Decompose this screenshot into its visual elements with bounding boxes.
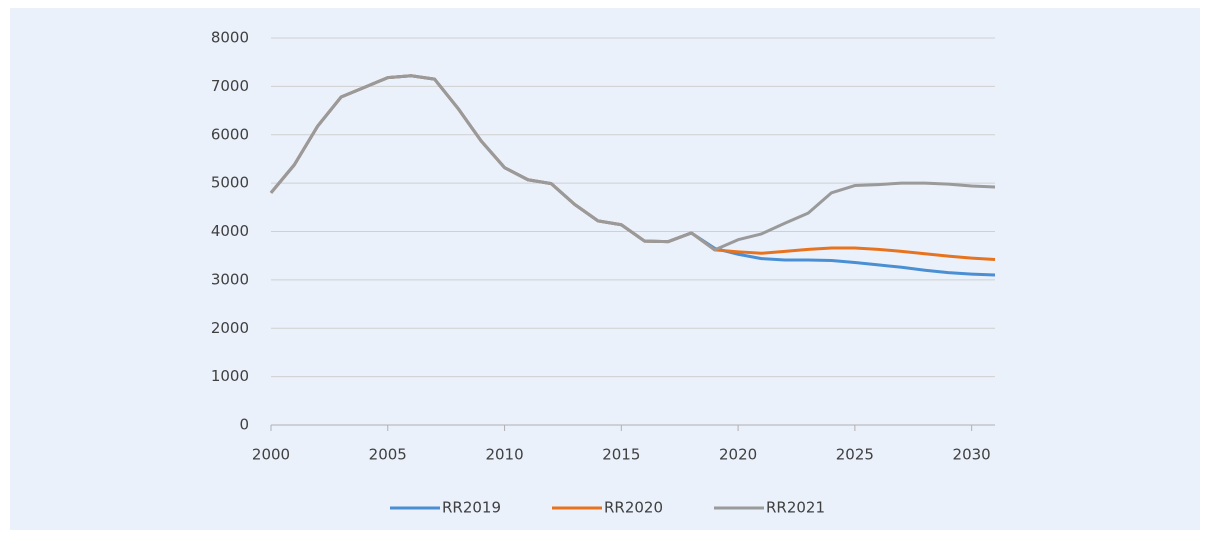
x-tick-label: 2005 bbox=[369, 446, 407, 464]
y-tick-label: 8000 bbox=[211, 29, 249, 47]
y-tick-label: 3000 bbox=[211, 270, 249, 288]
legend-label: RR2021 bbox=[766, 499, 825, 517]
chart-background bbox=[10, 8, 1200, 530]
series-line bbox=[269, 74, 996, 252]
y-tick-label: 1000 bbox=[211, 367, 249, 385]
y-tick-label: 0 bbox=[239, 416, 249, 434]
x-tick-label: 2025 bbox=[836, 446, 874, 464]
y-tick-label: 7000 bbox=[211, 77, 249, 95]
legend-label: RR2019 bbox=[442, 499, 501, 517]
x-tick-label: 2015 bbox=[602, 446, 640, 464]
legend-label: RR2020 bbox=[604, 499, 663, 517]
y-tick-label: 2000 bbox=[211, 319, 249, 337]
y-tick-label: 6000 bbox=[211, 125, 249, 143]
x-tick-label: 2000 bbox=[252, 446, 290, 464]
x-tick-label: 2010 bbox=[485, 446, 523, 464]
y-tick-label: 4000 bbox=[211, 222, 249, 240]
legend: RR2019 RR2020 RR2021 bbox=[390, 499, 825, 517]
x-tick-label: 2020 bbox=[719, 446, 757, 464]
x-tick-label: 2030 bbox=[953, 446, 991, 464]
y-tick-label: 5000 bbox=[211, 174, 249, 192]
